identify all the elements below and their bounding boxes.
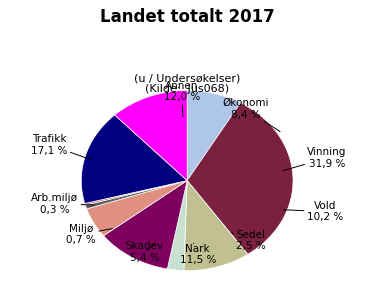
Text: Arb.miljø
0,3 %: Arb.miljø 0,3 % (31, 193, 94, 215)
Text: (u / Undersøkelser): (u / Undersøkelser) (134, 74, 240, 84)
Text: Vold
10,2 %: Vold 10,2 % (283, 201, 343, 222)
Wedge shape (187, 91, 240, 181)
Text: Sedel
2,5 %: Sedel 2,5 % (232, 230, 266, 251)
Text: Trafikk
17,1 %: Trafikk 17,1 % (31, 134, 91, 160)
Wedge shape (115, 91, 187, 181)
Text: Økonomi
8,4 %: Økonomi 8,4 % (222, 98, 280, 132)
Wedge shape (104, 181, 187, 269)
Wedge shape (167, 181, 187, 271)
Wedge shape (85, 181, 187, 209)
Wedge shape (85, 181, 187, 205)
Text: Nark
11,5 %: Nark 11,5 % (180, 243, 216, 265)
Text: Vinning
31,9 %: Vinning 31,9 % (283, 147, 347, 171)
Text: Skadev
5,4 %: Skadev 5,4 % (126, 241, 164, 263)
Title: Landet totalt 2017: Landet totalt 2017 (100, 8, 274, 26)
Wedge shape (187, 103, 293, 254)
Wedge shape (87, 181, 187, 236)
Text: (Kilde:  Jus068): (Kilde: Jus068) (145, 84, 229, 94)
Text: Annen
12,0 %: Annen 12,0 % (164, 81, 200, 117)
Wedge shape (81, 115, 187, 203)
Wedge shape (184, 181, 248, 271)
Text: Miljø
0,7 %: Miljø 0,7 % (67, 224, 112, 245)
